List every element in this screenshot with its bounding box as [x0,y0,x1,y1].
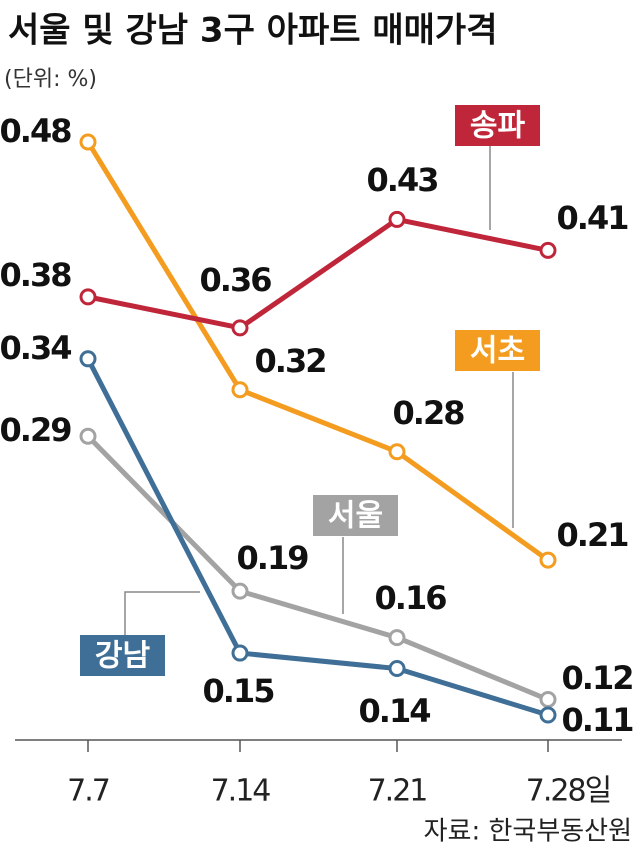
legend-box [455,105,540,146]
data-label: 0.11 [562,701,634,739]
point-marker [79,427,97,445]
source: 자료: 한국부동산원 [424,817,632,847]
unit-note: (단위: %) [4,67,97,92]
legend-box [313,495,398,536]
data-label: 0.38 [0,256,71,294]
data-label: 0.34 [0,329,71,367]
data-label: 0.43 [367,161,438,199]
point-marker [231,582,249,600]
point-marker [539,551,557,569]
point-marker [539,706,557,724]
series-line [85,357,549,718]
point-marker [388,210,406,228]
chart-title: 서울 및 강남 3구 아파트 매매가격 [8,11,497,51]
data-label: 0.16 [375,579,447,617]
data-label: 0.14 [359,692,431,730]
legend-label: 강남 [95,639,151,674]
legend-box [80,635,165,676]
legend-label: 서울 [328,499,383,534]
legend-label: 서초 [470,334,525,369]
point-marker [231,381,249,399]
data-label: 0.32 [255,342,326,380]
legend-label: 송파 [470,109,526,144]
point-marker [388,660,406,678]
point-marker [231,644,249,662]
data-label: 0.19 [237,539,309,577]
point-marker [79,288,97,306]
data-label: 0.21 [557,516,629,554]
data-label: 0.15 [203,672,275,710]
point-marker [388,629,406,647]
point-marker [388,443,406,461]
x-tick-label: 7.7 [67,774,109,809]
point-marker [539,691,557,709]
point-marker [79,133,97,151]
series-line [86,434,549,702]
data-label: 0.28 [393,394,465,432]
data-label: 0.36 [200,261,272,299]
data-label: 0.48 [0,112,71,150]
x-tick-label: 7.21 [368,774,427,809]
x-tick-label: 7.28일 [526,774,610,809]
data-label: 0.29 [0,411,71,449]
series-line [85,140,550,563]
data-label: 0.41 [557,199,629,237]
legend-box [455,330,540,371]
x-tick-label: 7.14 [211,774,271,809]
leader-line [124,591,200,635]
point-marker [539,241,557,259]
point-marker [79,350,97,368]
point-marker [231,319,249,337]
data-label: 0.12 [562,659,633,697]
series-line [87,216,549,331]
